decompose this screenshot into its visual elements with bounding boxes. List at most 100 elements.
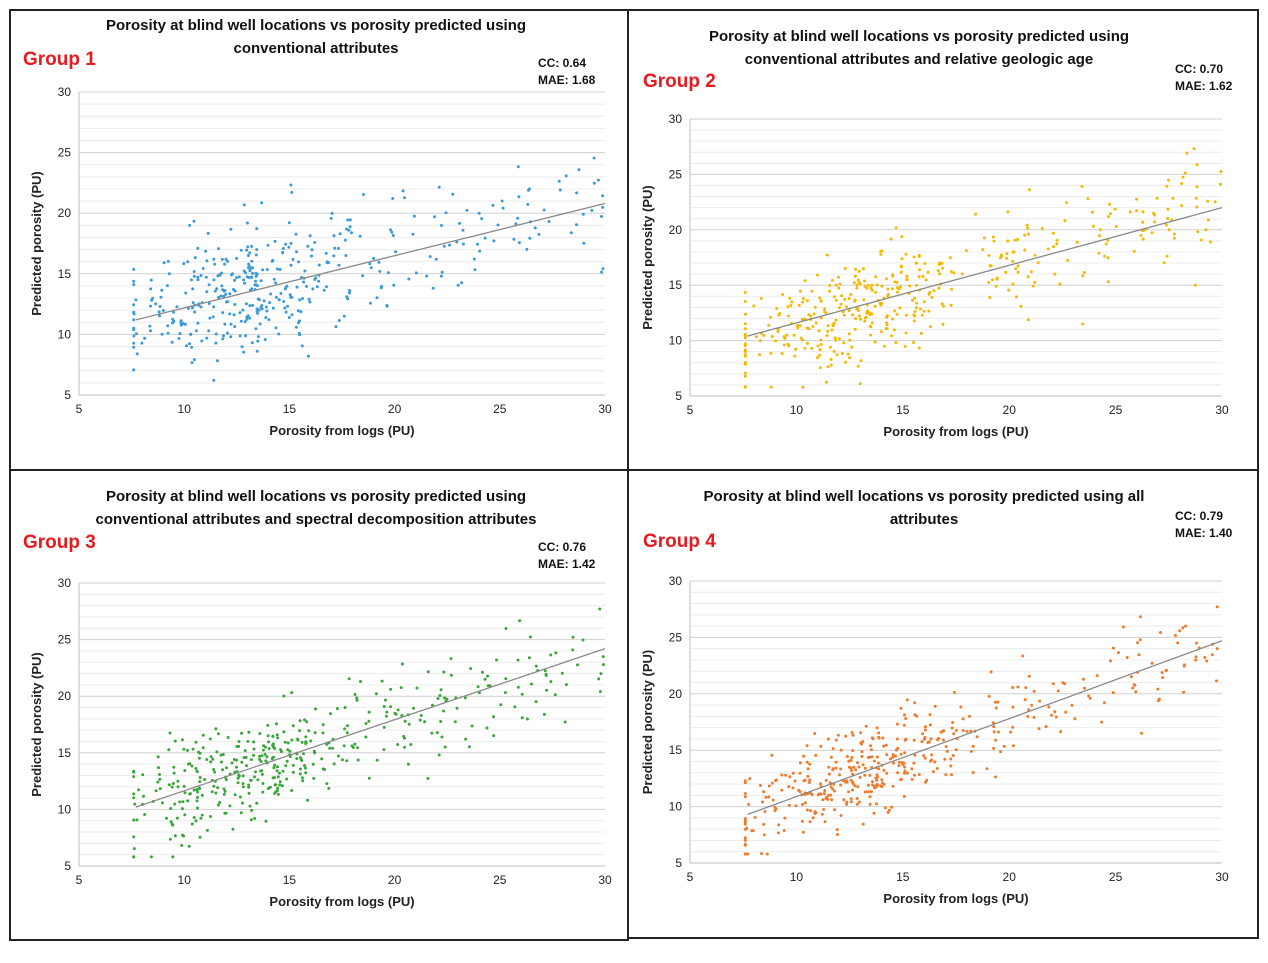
data-point <box>1040 227 1044 230</box>
data-point <box>247 275 251 279</box>
data-point <box>905 698 909 702</box>
data-point <box>1032 689 1036 693</box>
data-point <box>1106 238 1110 242</box>
data-point <box>203 778 207 781</box>
data-point <box>1194 196 1198 200</box>
data-point <box>266 723 270 727</box>
data-point <box>237 774 241 778</box>
data-point <box>762 833 766 837</box>
data-point <box>869 286 873 290</box>
data-point <box>343 727 347 731</box>
data-point <box>332 254 336 258</box>
data-point <box>303 269 307 273</box>
data-point <box>743 795 747 799</box>
data-point <box>1111 646 1115 650</box>
data-point <box>526 202 530 206</box>
data-point <box>1007 288 1011 292</box>
data-point <box>900 257 904 261</box>
data-point <box>455 240 459 244</box>
data-point <box>545 688 549 692</box>
data-point <box>1141 237 1145 241</box>
data-point <box>1167 178 1170 182</box>
data-point <box>853 784 857 788</box>
data-point <box>290 789 294 792</box>
data-point <box>856 364 860 368</box>
data-point <box>186 260 190 264</box>
data-point <box>301 779 305 783</box>
data-point <box>344 254 348 257</box>
data-point <box>898 306 902 310</box>
data-point <box>419 714 423 717</box>
data-point <box>301 297 304 300</box>
data-point <box>743 322 747 326</box>
data-point <box>919 331 923 335</box>
data-point <box>393 711 397 715</box>
data-point <box>814 753 818 757</box>
data-point <box>504 677 508 681</box>
data-point <box>765 852 769 856</box>
data-point <box>797 303 801 307</box>
data-point <box>1081 274 1085 278</box>
data-point <box>798 771 802 775</box>
x-axis-label: Porosity from logs (PU) <box>883 891 1028 906</box>
data-point <box>220 284 224 288</box>
data-point <box>1031 284 1035 288</box>
data-point <box>461 228 465 232</box>
data-point <box>353 693 357 696</box>
data-point <box>1029 270 1033 274</box>
data-point <box>534 700 538 704</box>
x-tick-label: 10 <box>178 402 192 416</box>
data-point <box>1016 270 1020 274</box>
data-point <box>856 785 860 789</box>
data-point <box>389 228 392 232</box>
data-point <box>368 262 372 266</box>
data-point <box>184 291 188 295</box>
data-point <box>300 759 304 762</box>
data-point <box>1117 651 1120 655</box>
y-tick-label: 30 <box>58 576 72 590</box>
data-point <box>826 329 830 333</box>
data-point <box>1066 259 1070 262</box>
data-point <box>328 746 332 750</box>
data-point <box>132 341 136 345</box>
data-point <box>195 770 199 774</box>
data-point <box>743 827 747 831</box>
data-point <box>216 732 220 736</box>
data-point <box>304 735 308 739</box>
data-point <box>861 822 865 826</box>
data-point <box>285 759 289 763</box>
data-point <box>132 326 136 330</box>
data-point <box>169 807 173 810</box>
data-point <box>899 706 903 710</box>
data-point <box>215 287 219 291</box>
data-point <box>893 280 897 284</box>
data-point <box>213 289 217 293</box>
data-point <box>195 788 199 791</box>
data-point <box>241 308 245 312</box>
data-point <box>194 329 198 333</box>
data-point <box>995 277 999 281</box>
x-tick-label: 30 <box>1215 870 1229 884</box>
data-point <box>917 346 921 350</box>
data-point <box>1106 256 1110 260</box>
data-point <box>132 267 136 271</box>
data-point <box>780 788 784 792</box>
data-point <box>571 635 575 639</box>
data-point <box>838 773 841 777</box>
data-point <box>1180 204 1184 208</box>
data-point <box>943 757 947 761</box>
data-point <box>1051 682 1055 686</box>
data-point <box>239 319 243 323</box>
data-point <box>267 318 271 322</box>
data-point <box>807 327 811 331</box>
data-point <box>884 743 888 747</box>
data-point <box>859 359 863 363</box>
data-point <box>1033 253 1037 257</box>
chart-title: Porosity at blind well locations vs poro… <box>95 488 537 528</box>
data-point <box>250 276 254 279</box>
data-point <box>456 283 460 287</box>
data-point <box>211 315 215 319</box>
data-point <box>968 714 971 718</box>
x-tick-label: 20 <box>388 402 402 416</box>
data-point <box>874 776 878 780</box>
